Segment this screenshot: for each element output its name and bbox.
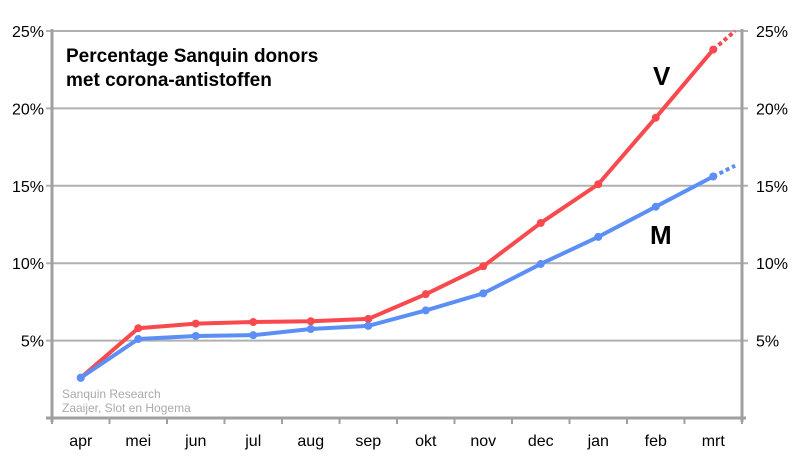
data-point-m	[536, 259, 545, 268]
data-point-m	[364, 321, 373, 330]
x-tick-label: mrt	[702, 433, 726, 450]
y-tick-label-right: 5%	[756, 334, 779, 351]
data-point-m	[76, 373, 85, 382]
data-point-v	[651, 113, 660, 122]
x-tick-label: okt	[415, 433, 437, 450]
data-point-v	[306, 317, 315, 326]
data-point-m	[306, 324, 315, 333]
series-label-v: V	[653, 61, 671, 91]
y-tick-label-left: 15%	[12, 179, 44, 196]
series-line-m	[79, 174, 715, 380]
source-line-1: Sanquin Research	[62, 387, 161, 401]
data-point-m	[191, 331, 200, 340]
y-tick-label-left: 20%	[12, 101, 44, 118]
data-point-v	[249, 318, 258, 327]
chart-title-line-1: Percentage Sanquin donors	[66, 46, 318, 67]
data-point-m	[651, 202, 660, 211]
series-label-m: M	[650, 220, 672, 250]
y-tick-label-left: 10%	[12, 256, 44, 273]
source-line-2: Zaaijer, Slot en Hogema	[62, 401, 191, 415]
data-point-m	[249, 331, 258, 340]
x-tick-label: jun	[184, 433, 206, 450]
series-projection-v	[711, 29, 737, 52]
y-tick-label-right: 15%	[756, 179, 788, 196]
data-point-m	[134, 335, 143, 344]
x-tick-label: jul	[244, 433, 261, 450]
x-tick-label: sep	[355, 433, 381, 450]
y-tick-label-left: 5%	[21, 334, 44, 351]
x-tick-label: jan	[587, 433, 609, 450]
x-tick-label: dec	[528, 433, 554, 450]
data-point-m	[594, 232, 603, 241]
data-point-v	[536, 218, 545, 227]
data-point-m	[709, 172, 718, 181]
data-point-v	[421, 290, 430, 299]
data-point-v	[594, 180, 603, 189]
x-tick-label: feb	[645, 433, 667, 450]
y-tick-label-left: 25%	[12, 24, 44, 41]
x-tick-label: nov	[470, 433, 496, 450]
chart-title-line-2: met corona-antistoffen	[66, 70, 272, 91]
x-tick-label: mei	[125, 433, 151, 450]
y-tick-label-right: 25%	[756, 24, 788, 41]
series-line-v	[79, 48, 715, 380]
data-point-v	[709, 45, 718, 54]
data-point-m	[421, 306, 430, 315]
x-tick-label: aug	[297, 433, 324, 450]
data-point-v	[134, 324, 143, 333]
x-tick-label: apr	[69, 433, 93, 450]
y-tick-label-right: 20%	[756, 101, 788, 118]
data-point-v	[364, 314, 373, 323]
y-tick-label-right: 10%	[756, 256, 788, 273]
data-point-v	[191, 319, 200, 328]
data-point-m	[479, 289, 488, 298]
data-point-v	[479, 262, 488, 271]
